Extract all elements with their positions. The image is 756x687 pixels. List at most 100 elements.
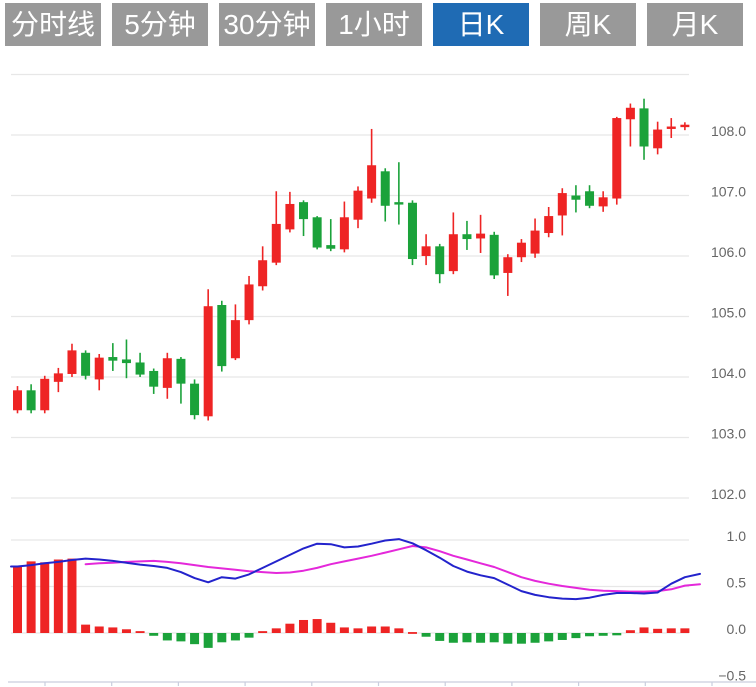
candle-body bbox=[203, 306, 213, 417]
macd-histogram-bar bbox=[503, 633, 513, 644]
macd-histogram-bar bbox=[312, 619, 322, 633]
macd-histogram-bar bbox=[666, 628, 676, 633]
tab-30min[interactable]: 30分钟 bbox=[219, 3, 315, 46]
macd-histogram-bar bbox=[571, 633, 581, 639]
macd-panel: 1.0 0.5 0.0 −0.5 bbox=[8, 528, 756, 686]
candle bbox=[680, 122, 690, 131]
candle-body bbox=[94, 357, 104, 380]
macd-histogram-bar bbox=[162, 633, 172, 641]
tab-time-line[interactable]: 分时线 bbox=[5, 3, 101, 46]
macd-histogram-bar bbox=[516, 633, 526, 644]
candle bbox=[299, 200, 309, 237]
candle-body bbox=[230, 320, 240, 359]
candle bbox=[448, 212, 458, 275]
tab-5min[interactable]: 5分钟 bbox=[112, 3, 208, 46]
candle-body bbox=[326, 245, 336, 249]
candle bbox=[203, 289, 213, 421]
candle-body bbox=[625, 107, 635, 120]
candle-body bbox=[26, 390, 36, 411]
y-axis-label: 0.5 bbox=[727, 575, 747, 591]
y-axis-label: 105.0 bbox=[711, 305, 746, 321]
macd-histogram-bar bbox=[258, 631, 268, 633]
candle bbox=[26, 384, 36, 414]
candle-body bbox=[585, 191, 595, 206]
candle bbox=[625, 103, 635, 147]
candle bbox=[462, 220, 472, 250]
candle bbox=[421, 234, 431, 266]
macd-histogram-bar bbox=[176, 633, 186, 642]
macd-histogram-bar bbox=[40, 562, 50, 633]
dif-line bbox=[10, 538, 701, 601]
candle bbox=[190, 379, 200, 420]
candle bbox=[585, 185, 595, 209]
candle-body bbox=[13, 390, 22, 411]
candle bbox=[339, 201, 349, 253]
candle-body bbox=[149, 370, 159, 387]
macd-histogram-bar bbox=[217, 633, 227, 643]
macd-histogram-bar bbox=[407, 632, 417, 634]
price-panel: 108.0 107.0 106.0 105.0 104.0 103.0 102.0 bbox=[11, 73, 746, 502]
y-axis-label: 106.0 bbox=[711, 244, 746, 260]
tab-weekly-k[interactable]: 周K bbox=[540, 3, 636, 46]
candle bbox=[353, 186, 363, 229]
macd-histogram-bar bbox=[489, 633, 499, 643]
macd-histogram-bar bbox=[598, 633, 608, 636]
candle-body bbox=[421, 246, 431, 256]
candle bbox=[544, 206, 554, 238]
macd-histogram-bar bbox=[380, 626, 390, 633]
candle bbox=[516, 239, 526, 263]
candle bbox=[149, 368, 159, 394]
macd-histogram-bar bbox=[299, 619, 309, 633]
candle-body bbox=[162, 358, 172, 388]
candle-body bbox=[367, 165, 377, 199]
candle-body bbox=[612, 118, 622, 199]
candle-body bbox=[462, 234, 472, 240]
candle bbox=[598, 191, 608, 212]
candle-body bbox=[557, 193, 567, 216]
tab-daily-k[interactable]: 日K bbox=[433, 3, 529, 46]
candle bbox=[108, 343, 118, 371]
candle-body bbox=[81, 352, 91, 376]
candle bbox=[176, 357, 186, 404]
candle bbox=[230, 304, 240, 361]
candle bbox=[653, 121, 663, 155]
macd-histogram-bar bbox=[190, 633, 200, 645]
macd-histogram-bar bbox=[680, 628, 690, 633]
macd-histogram-bar bbox=[285, 623, 295, 633]
candle bbox=[40, 375, 50, 414]
candle bbox=[271, 191, 281, 266]
candle-body bbox=[67, 350, 77, 374]
candle-body bbox=[121, 359, 131, 364]
candle-body bbox=[339, 217, 349, 250]
macd-histogram-bar bbox=[462, 633, 472, 643]
candle-body bbox=[299, 202, 309, 220]
y-axis-label: 107.0 bbox=[711, 184, 746, 200]
candle-body bbox=[571, 195, 581, 200]
macd-histogram-bar bbox=[476, 633, 486, 643]
candle-body bbox=[516, 242, 526, 258]
candle bbox=[639, 98, 649, 160]
tab-1hour[interactable]: 1小时 bbox=[326, 3, 422, 46]
tab-monthly-k[interactable]: 月K bbox=[647, 3, 743, 46]
candle bbox=[244, 275, 254, 325]
candle-body bbox=[217, 305, 227, 367]
candle bbox=[489, 231, 499, 279]
candle bbox=[67, 343, 77, 377]
y-axis-label: 104.0 bbox=[711, 365, 746, 381]
candle-body bbox=[639, 108, 649, 147]
candle bbox=[81, 350, 91, 380]
candle bbox=[162, 352, 172, 399]
macd-histogram-bar bbox=[435, 633, 445, 641]
macd-histogram-bar bbox=[653, 628, 663, 633]
y-axis-label: 108.0 bbox=[711, 123, 746, 139]
macd-histogram-bar bbox=[135, 631, 145, 633]
candle bbox=[571, 185, 581, 213]
macd-histogram-bar bbox=[271, 628, 281, 633]
macd-histogram-bar bbox=[557, 633, 567, 640]
candle bbox=[476, 214, 486, 253]
candle bbox=[53, 367, 63, 393]
candle-body bbox=[489, 234, 499, 276]
macd-histogram-bar bbox=[203, 633, 213, 648]
candle bbox=[217, 300, 227, 372]
